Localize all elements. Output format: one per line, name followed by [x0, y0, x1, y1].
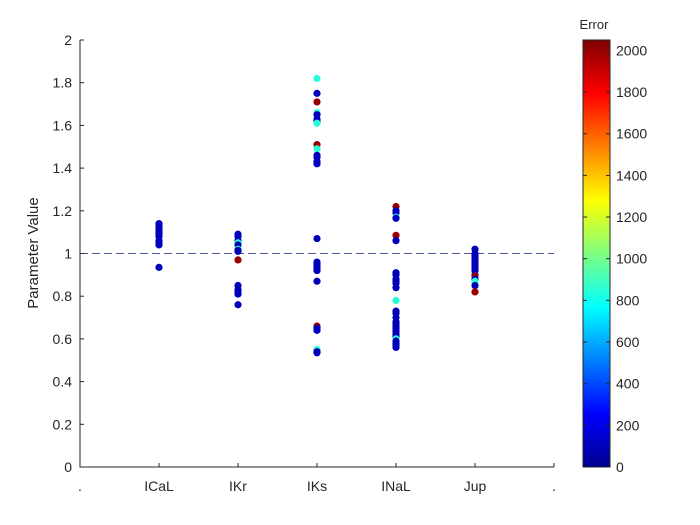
series-ical [155, 220, 163, 271]
data-point [392, 284, 400, 292]
series-iks [313, 74, 321, 357]
y-tick-label: 2 [64, 32, 72, 48]
data-point [313, 277, 321, 285]
x-tick-label: . [78, 478, 82, 494]
colorbar-tick-label: 1800 [616, 84, 647, 100]
data-point [155, 241, 163, 249]
x-tick-label: . [552, 478, 556, 494]
data-point [313, 349, 321, 357]
colorbar-tick-label: 1400 [616, 167, 647, 183]
colorbar-tick-label: 200 [616, 417, 640, 433]
data-point [313, 234, 321, 243]
data-point [155, 263, 163, 271]
data-point [313, 266, 321, 275]
data-point [234, 301, 242, 309]
colorbar-tick-label: 800 [616, 292, 640, 308]
data-point [313, 326, 321, 334]
colorbar-tick-label: 600 [616, 334, 640, 350]
x-tick-label: IKr [229, 478, 247, 494]
y-tick-label: 1 [64, 246, 72, 262]
y-tick-label: 1.8 [53, 75, 73, 91]
data-points [155, 74, 479, 357]
plot-area: 0 0.2 0.4 0.6 0.8 1 1.2 1.4 1.6 1.8 2 . ICaL IKr IKs I… [25, 32, 556, 494]
series-ikr [234, 230, 242, 309]
colorbar-tick-label: 400 [616, 376, 640, 392]
colorbar-tick-label: 1200 [616, 209, 647, 225]
y-tick-label: 0.4 [53, 374, 73, 390]
data-point [313, 74, 321, 83]
data-point [313, 98, 321, 106]
colorbar-tick-label: 1000 [616, 251, 647, 267]
series-inal [392, 202, 400, 352]
data-point [471, 281, 479, 290]
data-point [313, 89, 321, 97]
colorbar-ticks: 0 200 400 600 800 1000 1200 1400 1600 1800 2000 [583, 42, 647, 475]
colorbar-tick-label: 1600 [616, 126, 647, 142]
data-point [234, 247, 242, 255]
colorbar: 0 200 400 600 800 1000 1200 1400 1600 1800 2000 Er… [580, 17, 648, 475]
data-point [392, 214, 400, 222]
data-point [313, 119, 321, 127]
data-point [471, 288, 479, 296]
y-tick-label: 0.8 [53, 288, 73, 304]
data-point [234, 290, 242, 298]
series-jup [471, 245, 479, 296]
data-point [313, 145, 321, 153]
data-point [392, 343, 400, 352]
data-point [234, 256, 242, 264]
data-point [392, 237, 400, 245]
y-tick-label: 0 [64, 459, 72, 475]
y-tick-label: 1.6 [53, 117, 73, 133]
y-axis-ticks: 0 0.2 0.4 0.6 0.8 1 1.2 1.4 1.6 1.8 2 [53, 32, 84, 475]
colorbar-tick-label: 0 [616, 459, 624, 475]
y-axis-label: Parameter Value [25, 197, 42, 308]
y-tick-label: 0.2 [53, 416, 73, 432]
colorbar-gradient [582, 39, 611, 468]
y-tick-label: 1.2 [53, 203, 73, 219]
x-tick-label: ICaL [144, 478, 174, 494]
x-tick-label: IKs [307, 478, 327, 494]
x-tick-label: INaL [381, 478, 411, 494]
x-tick-label: Jup [464, 478, 487, 494]
y-tick-label: 1.4 [53, 160, 73, 176]
y-tick-label: 0.6 [53, 331, 73, 347]
colorbar-label: Error [580, 17, 610, 32]
data-point [313, 160, 321, 168]
x-axis-ticks: . ICaL IKr IKs INaL Jup. [78, 463, 556, 494]
colorbar-tick-label: 2000 [616, 42, 647, 58]
data-point [392, 296, 400, 305]
data-point [392, 231, 400, 239]
